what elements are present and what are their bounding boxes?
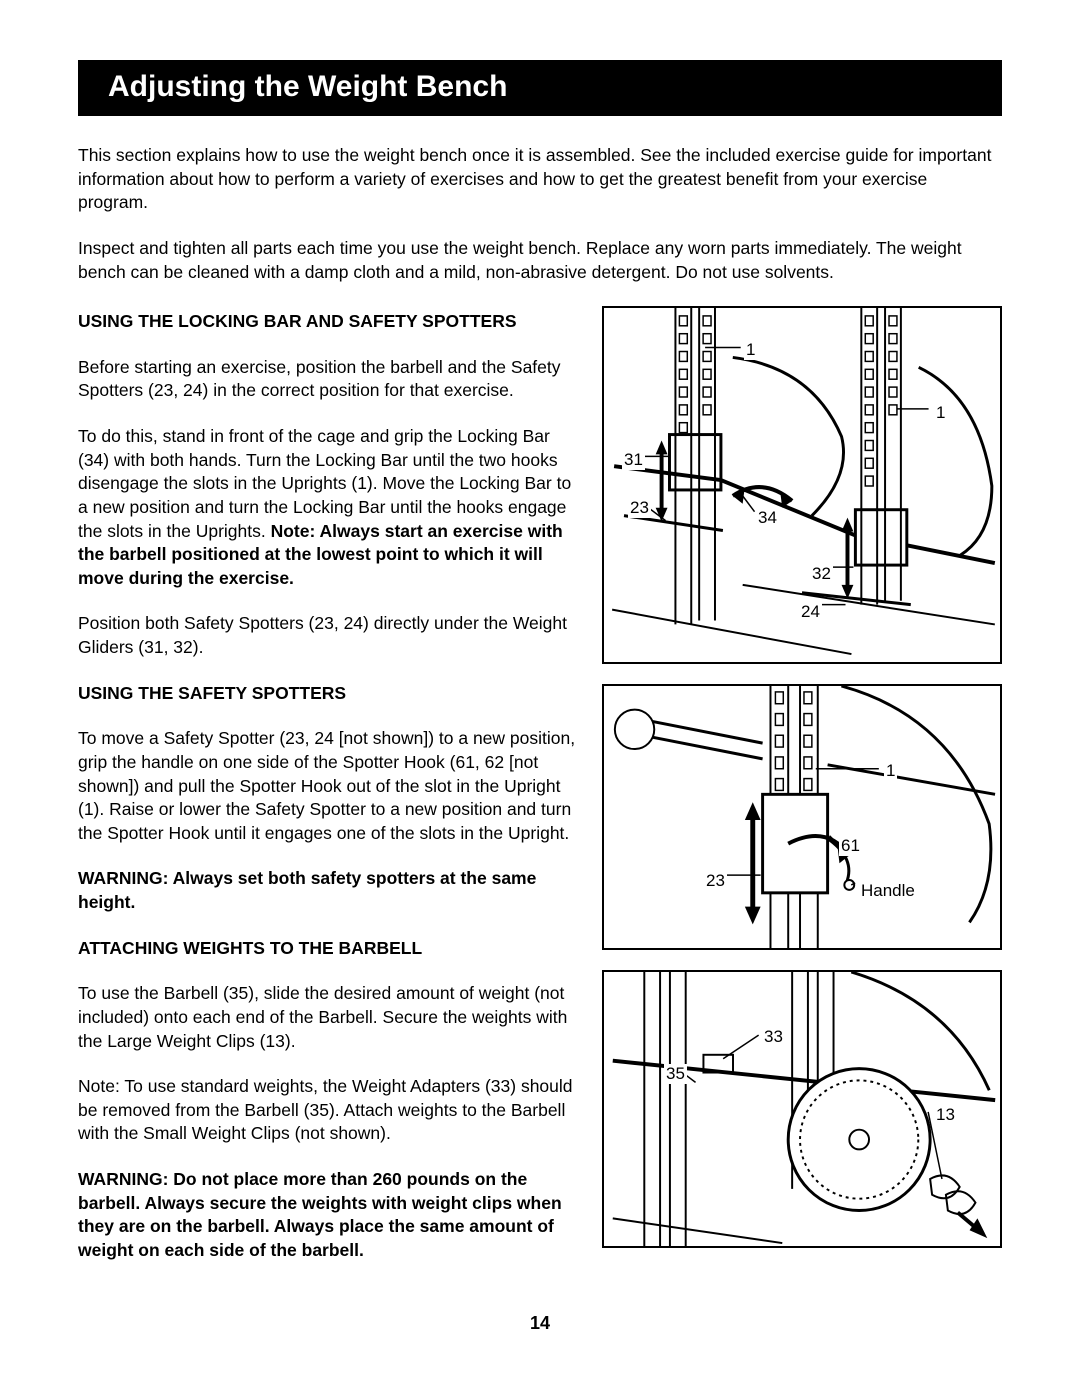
callout: 23: [628, 498, 651, 518]
diagram-locking-bar: 1 1 31 23 34 32 24: [602, 306, 1002, 664]
callout: 31: [622, 450, 645, 470]
diagram-safety-spotter: 1 61 23 Handle: [602, 684, 1002, 950]
section-heading-3: ATTACHING WEIGHTS TO THE BARBELL: [78, 937, 580, 961]
intro-para-2: Inspect and tighten all parts each time …: [78, 237, 1002, 284]
two-column-layout: USING THE LOCKING BAR AND SAFETY SPOTTER…: [78, 306, 1002, 1284]
text-column: USING THE LOCKING BAR AND SAFETY SPOTTER…: [78, 306, 580, 1284]
section-1-para-2: To do this, stand in front of the cage a…: [78, 425, 580, 590]
manual-page: Adjusting the Weight Bench This section …: [0, 0, 1080, 1374]
callout: 1: [934, 403, 947, 423]
page-number: 14: [78, 1313, 1002, 1334]
section-3-para-1: To use the Barbell (35), slide the desir…: [78, 982, 580, 1053]
section-3-para-2: Note: To use standard weights, the Weigh…: [78, 1075, 580, 1146]
page-title-bar: Adjusting the Weight Bench: [78, 60, 1002, 116]
callout: 35: [664, 1064, 687, 1084]
section-3-warning: WARNING: Do not place more than 260 poun…: [78, 1168, 580, 1263]
intro-block: This section explains how to use the wei…: [78, 144, 1002, 284]
callout: 61: [839, 836, 862, 856]
diagram-column: 1 1 31 23 34 32 24: [602, 306, 1002, 1284]
section-heading-1: USING THE LOCKING BAR AND SAFETY SPOTTER…: [78, 310, 580, 334]
diagram-2-svg: [604, 686, 1000, 948]
section-1-para-1: Before starting an exercise, position th…: [78, 356, 580, 403]
section-2-warning: WARNING: Always set both safety spotters…: [78, 867, 580, 914]
callout: 13: [934, 1105, 957, 1125]
callout: 23: [704, 871, 727, 891]
section-2-para-1: To move a Safety Spotter (23, 24 [not sh…: [78, 727, 580, 845]
diagram-barbell-weights: 33 35 13: [602, 970, 1002, 1248]
callout: 33: [762, 1027, 785, 1047]
section-1-para-3: Position both Safety Spotters (23, 24) d…: [78, 612, 580, 659]
section-heading-2: USING THE SAFETY SPOTTERS: [78, 682, 580, 706]
callout: 24: [799, 602, 822, 622]
callout: 32: [810, 564, 833, 584]
callout: 34: [756, 508, 779, 528]
callout: Handle: [859, 881, 917, 901]
callout: 1: [744, 340, 757, 360]
callout: 1: [884, 761, 897, 781]
intro-para-1: This section explains how to use the wei…: [78, 144, 1002, 215]
page-title: Adjusting the Weight Bench: [108, 70, 507, 103]
